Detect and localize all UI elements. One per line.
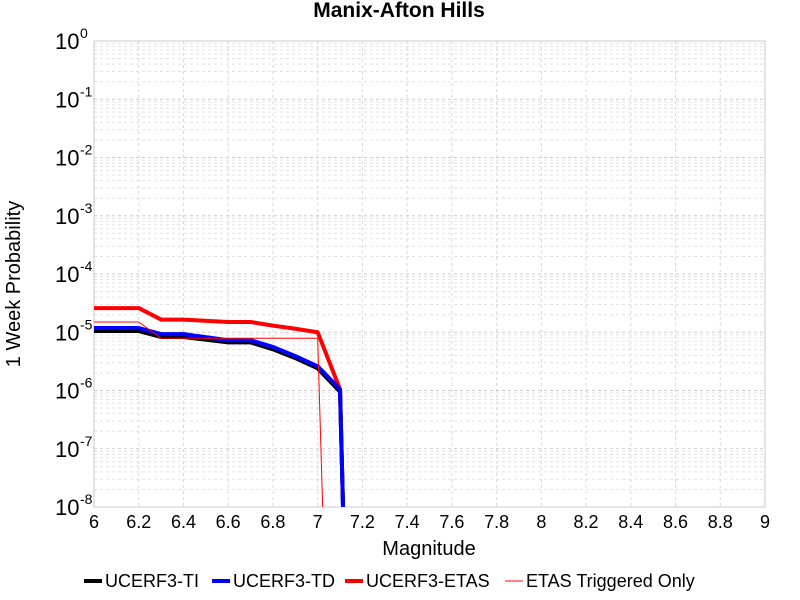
y-tick-exponent: -1 [80,83,93,99]
x-tick-label: 6 [89,512,99,532]
x-tick-label: 7.8 [484,512,509,532]
x-tick-label: 7.4 [395,512,420,532]
y-tick-base: 10 [55,262,79,287]
y-tick-base: 10 [55,146,79,171]
y-tick-exponent: -3 [80,200,93,216]
x-tick-label: 8 [536,512,546,532]
x-tick-label: 8.6 [663,512,688,532]
x-tick-label: 7.6 [439,512,464,532]
plot-area [93,40,766,508]
y-tick-exponent: -6 [80,375,93,391]
x-tick-label: 6.6 [216,512,241,532]
y-tick-base: 10 [55,320,79,345]
y-tick-base: 10 [55,437,79,462]
legend-label: ETAS Triggered Only [526,571,695,591]
y-tick-label: 10 -8 [55,491,93,520]
y-tick-base: 10 [55,495,79,520]
x-tick-label: 8.8 [708,512,733,532]
y-tick-label: 10 -2 [55,142,93,171]
x-tick-label: 6.2 [126,512,151,532]
y-tick-exponent: -5 [80,316,93,332]
y-axis-label: 1 Week Probability [3,201,25,367]
y-tick-base: 10 [55,379,79,404]
legend-label: UCERF3-ETAS [366,571,490,591]
series-line-ucerf3-etas [94,306,346,507]
legend-item: ETAS Triggered Only [505,571,695,591]
y-tick-label: 10 -6 [55,375,93,404]
x-axis-ticks: 6 6.2 6.4 6.6 6.8 7 7.2 7.4 7.6 7.8 8 8.2 8.4 8.6 8.8 9 [89,512,770,532]
legend-item: UCERF3-TI [84,571,199,591]
legend-label: UCERF3-TI [105,571,199,591]
y-tick-exponent: -4 [80,258,93,274]
x-tick-label: 8.2 [574,512,599,532]
y-tick-exponent: 0 [80,25,88,41]
y-tick-base: 10 [55,204,79,229]
y-tick-exponent: -2 [80,142,93,158]
y-tick-label: 10 0 [55,25,88,54]
y-tick-label: 10 -5 [55,316,93,345]
y-tick-base: 10 [55,87,79,112]
y-tick-label: 10 -7 [55,433,93,462]
legend-item: UCERF3-ETAS [345,571,490,591]
x-tick-label: 6.4 [171,512,196,532]
x-tick-label: 6.8 [260,512,285,532]
grid [93,40,766,508]
series-group [94,306,346,507]
legend-item: UCERF3-TD [212,571,335,591]
series-line-etas-triggered-only [94,321,324,507]
legend: UCERF3-TI UCERF3-TD UCERF3-ETAS ETAS Trigge… [84,571,695,591]
y-tick-label: 10 -1 [55,83,93,112]
x-tick-label: 9 [760,512,770,532]
legend-label: UCERF3-TD [233,571,335,591]
y-tick-exponent: -7 [80,433,93,449]
chart-title: Manix-Afton Hills [313,0,485,22]
y-tick-exponent: -8 [80,491,93,507]
y-tick-base: 10 [55,29,79,54]
y-tick-label: 10 -4 [55,258,93,287]
x-tick-label: 7 [313,512,323,532]
x-tick-label: 8.4 [618,512,643,532]
x-tick-label: 7.2 [350,512,375,532]
series-line-ucerf3-td [94,326,346,507]
y-tick-label: 10 -3 [55,200,93,229]
x-axis-label: Magnitude [382,538,475,560]
